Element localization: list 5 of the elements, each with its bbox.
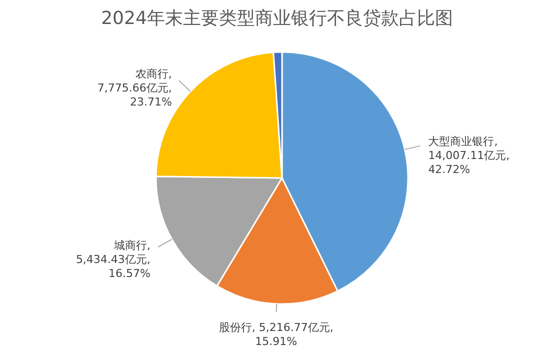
slice-label: 城商行, 5,434.43亿元, 16.57% [76, 239, 150, 280]
slice-label: 大型商业银行, 14,007.11亿元, 42.72% [428, 134, 510, 176]
slice-label: 股份行, 5,216.77亿元, 15.91% [218, 320, 334, 348]
slice-label: 农商行, 7,775.66亿元, 23.71% [97, 68, 172, 109]
chart-title: 2024年末主要类型商业银行不良贷款占比图 [101, 8, 453, 29]
